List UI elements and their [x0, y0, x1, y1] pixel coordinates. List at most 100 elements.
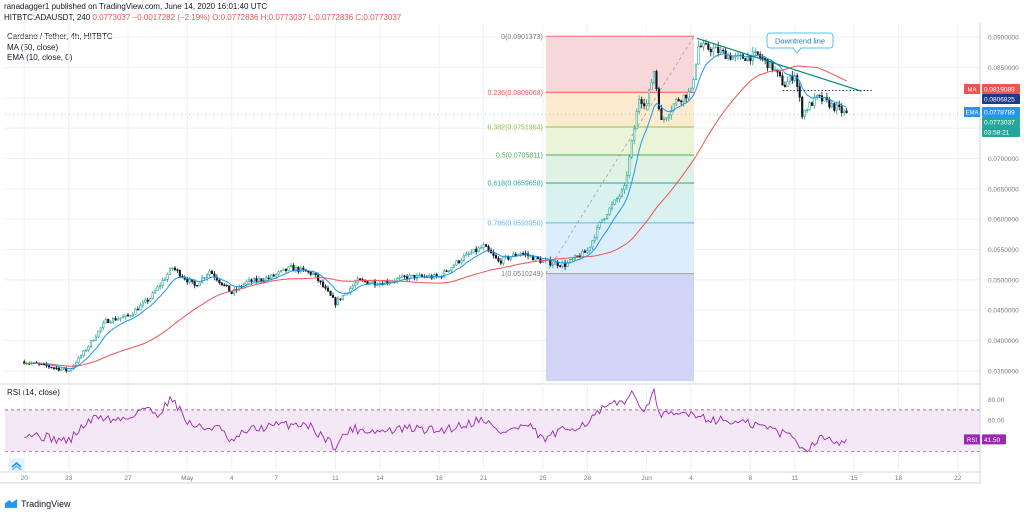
candle-body — [625, 175, 628, 186]
candle-body — [756, 51, 759, 55]
fib-zone — [545, 182, 695, 223]
candle-body — [786, 81, 789, 88]
candle-body — [687, 91, 690, 99]
candle-body — [193, 281, 196, 286]
candle-body — [280, 270, 283, 273]
time-tick-label: 7 — [274, 475, 278, 482]
candle-body — [746, 55, 749, 62]
candle-body — [485, 244, 488, 247]
fib-extension-zone — [545, 273, 695, 382]
candle-body — [744, 58, 747, 62]
candle-body — [559, 265, 562, 267]
candle-body — [99, 327, 102, 332]
candle-body — [692, 79, 695, 89]
candle-body — [401, 275, 404, 278]
rsi-pane — [5, 387, 980, 453]
candle-body — [270, 274, 273, 279]
candle-body — [803, 109, 806, 117]
ma-line — [24, 65, 847, 367]
candle-body — [457, 260, 460, 263]
candle-body — [699, 45, 703, 48]
candle-body — [754, 51, 757, 53]
fib-level-label: 0.5(0.0705811) — [496, 152, 543, 159]
candle-body — [208, 270, 211, 275]
candle-body — [159, 285, 162, 288]
candle-body — [52, 367, 55, 369]
candle-body — [601, 219, 604, 223]
candle-body — [230, 291, 233, 294]
candle-body — [331, 295, 335, 298]
downtrend-line — [696, 37, 862, 92]
tradingview-brand[interactable]: TradingView — [4, 498, 71, 509]
candle-body — [307, 270, 310, 273]
price-tag-box — [982, 84, 1020, 94]
candle-body — [292, 265, 295, 271]
rsi-legend[interactable]: RSI (14, close) — [7, 388, 60, 397]
candle-body — [694, 63, 698, 80]
candle-body — [67, 370, 70, 372]
symbol-ohlc-line: HITBTC:ADAUSDT, 240 0.0773037 −0.0017282… — [4, 13, 401, 22]
candle-body — [845, 110, 848, 113]
candle-body — [655, 70, 658, 90]
candle-body — [114, 318, 117, 321]
price-tag-label: EMA — [965, 111, 978, 117]
candle-body — [186, 278, 189, 283]
candle-body — [75, 362, 78, 366]
candle-body — [136, 308, 139, 311]
candle-body — [40, 363, 43, 366]
candle-body — [312, 272, 315, 275]
candle-body — [112, 318, 115, 323]
candle-body — [606, 214, 609, 219]
candle-body — [791, 75, 794, 81]
candle-body — [719, 49, 722, 53]
candle-body — [119, 317, 122, 320]
candle-body — [252, 278, 256, 282]
price-tick-label: 0.0600000 — [988, 217, 1019, 224]
fibonacci-retracement: 0(0.0901373) 0.236(0.0809068) 0.382(0.0751… — [488, 34, 695, 382]
ma-legend[interactable]: MA (50, close) — [7, 43, 59, 52]
candle-body — [82, 350, 85, 356]
candle-body — [351, 285, 354, 289]
candle-body — [156, 286, 159, 292]
candle-body — [275, 273, 278, 277]
candle-body — [603, 218, 606, 220]
ema-legend[interactable]: EMA (10, close, 0) — [7, 53, 73, 62]
rsi-tag-label: RSI — [967, 438, 977, 444]
candle-body — [830, 103, 833, 108]
candle-body — [514, 253, 517, 256]
time-tick-label: 4 — [230, 475, 234, 482]
candle-body — [541, 260, 544, 263]
candle-body — [820, 95, 824, 102]
candle-body — [205, 274, 209, 278]
candle-body — [94, 336, 97, 341]
candle-body — [178, 270, 181, 277]
candle-body — [566, 262, 569, 267]
candle-body — [349, 288, 352, 294]
price-tick-label: 0.0450000 — [988, 308, 1019, 315]
candle-body — [815, 94, 819, 98]
candle-body — [398, 276, 401, 279]
time-tick-label: 27 — [124, 475, 132, 482]
candle-body — [218, 279, 221, 283]
price-tick-label: 0.0500000 — [988, 277, 1019, 284]
time-tick-label: 20 — [21, 475, 29, 482]
candle-body — [79, 355, 83, 358]
candle-body — [322, 281, 325, 288]
price-tick-label: 0.0700000 — [988, 156, 1019, 163]
candle-body — [405, 276, 409, 280]
candle-body — [702, 43, 705, 47]
price-tag-label-box — [964, 84, 980, 94]
candle-body — [561, 262, 564, 267]
candle-body — [499, 260, 502, 264]
candle-body — [667, 114, 670, 119]
candle-body — [134, 308, 137, 315]
fib-level-label: 0.382(0.0751964) — [488, 124, 543, 131]
collapse-pane-button[interactable] — [9, 458, 24, 473]
candle-body — [610, 204, 614, 209]
downtrend-line-label: Downtrend line — [775, 37, 825, 46]
candle-body — [657, 88, 661, 110]
rsi-tick-label: 60.00 — [988, 418, 1005, 425]
candle-body — [62, 368, 65, 370]
candle-body — [534, 256, 537, 261]
